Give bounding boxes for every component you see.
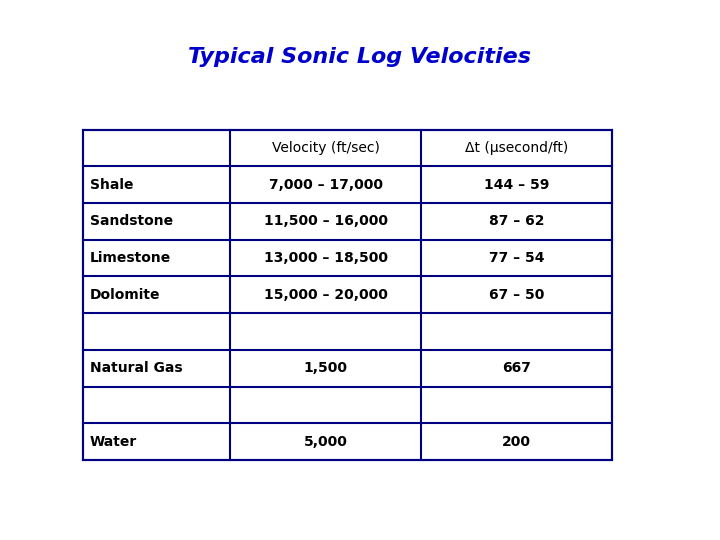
Text: Natural Gas: Natural Gas: [90, 361, 183, 375]
Text: 11,500 – 16,000: 11,500 – 16,000: [264, 214, 388, 228]
Bar: [83, 130, 612, 460]
Text: Δt (μsecond/ft): Δt (μsecond/ft): [465, 141, 568, 155]
Text: Velocity (ft/sec): Velocity (ft/sec): [272, 141, 379, 155]
Text: Shale: Shale: [90, 178, 133, 192]
Text: 7,000 – 17,000: 7,000 – 17,000: [269, 178, 383, 192]
Text: Sandstone: Sandstone: [90, 214, 173, 228]
Text: 200: 200: [502, 435, 531, 449]
Text: Dolomite: Dolomite: [90, 288, 161, 302]
Text: 87 – 62: 87 – 62: [489, 214, 544, 228]
Text: 1,500: 1,500: [304, 361, 348, 375]
Text: Typical Sonic Log Velocities: Typical Sonic Log Velocities: [189, 46, 531, 67]
Text: 67 – 50: 67 – 50: [489, 288, 544, 302]
Text: 13,000 – 18,500: 13,000 – 18,500: [264, 251, 388, 265]
Text: 15,000 – 20,000: 15,000 – 20,000: [264, 288, 388, 302]
Text: 5,000: 5,000: [304, 435, 348, 449]
Text: Limestone: Limestone: [90, 251, 171, 265]
Text: 144 – 59: 144 – 59: [484, 178, 549, 192]
Text: 667: 667: [502, 361, 531, 375]
Text: 77 – 54: 77 – 54: [489, 251, 544, 265]
Text: Water: Water: [90, 435, 138, 449]
